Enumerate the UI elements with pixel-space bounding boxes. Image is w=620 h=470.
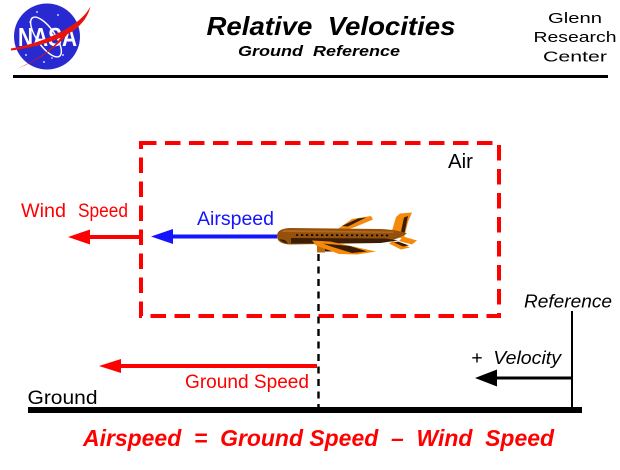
svg-text:Ground: Ground <box>28 388 98 409</box>
svg-text:Reference: Reference <box>524 292 612 312</box>
svg-text:Center: Center <box>543 49 607 66</box>
svg-text:Airspeed: Airspeed <box>197 209 274 230</box>
svg-text:Air: Air <box>448 151 473 173</box>
svg-text:+ Velocity: + Velocity <box>471 348 562 368</box>
svg-text:Airspeed = Ground Speed –: Airspeed = Ground Speed – Wind Speed <box>82 425 555 451</box>
svg-text:Ground Speed: Ground Speed <box>185 372 309 393</box>
svg-text:Relative Velocities: Relative Velocities <box>207 11 456 41</box>
svg-text:Ground Reference: Ground Reference <box>238 43 400 60</box>
svg-text:Glenn: Glenn <box>548 10 602 27</box>
svg-text:Research: Research <box>534 29 617 46</box>
